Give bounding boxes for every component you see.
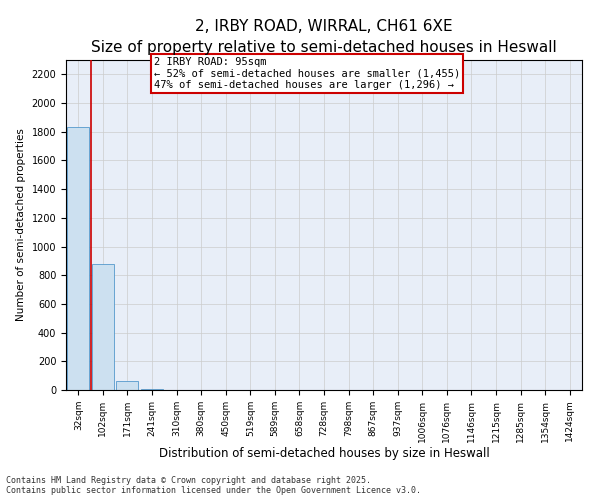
Title: 2, IRBY ROAD, WIRRAL, CH61 6XE
Size of property relative to semi-detached houses: 2, IRBY ROAD, WIRRAL, CH61 6XE Size of p… bbox=[91, 18, 557, 55]
Text: Contains HM Land Registry data © Crown copyright and database right 2025.
Contai: Contains HM Land Registry data © Crown c… bbox=[6, 476, 421, 495]
Bar bbox=[67, 128, 89, 390]
X-axis label: Distribution of semi-detached houses by size in Heswall: Distribution of semi-detached houses by … bbox=[158, 448, 490, 460]
Bar bbox=[92, 264, 114, 390]
Bar bbox=[116, 382, 139, 390]
Y-axis label: Number of semi-detached properties: Number of semi-detached properties bbox=[16, 128, 26, 322]
Text: 2 IRBY ROAD: 95sqm
← 52% of semi-detached houses are smaller (1,455)
47% of semi: 2 IRBY ROAD: 95sqm ← 52% of semi-detache… bbox=[154, 56, 460, 90]
